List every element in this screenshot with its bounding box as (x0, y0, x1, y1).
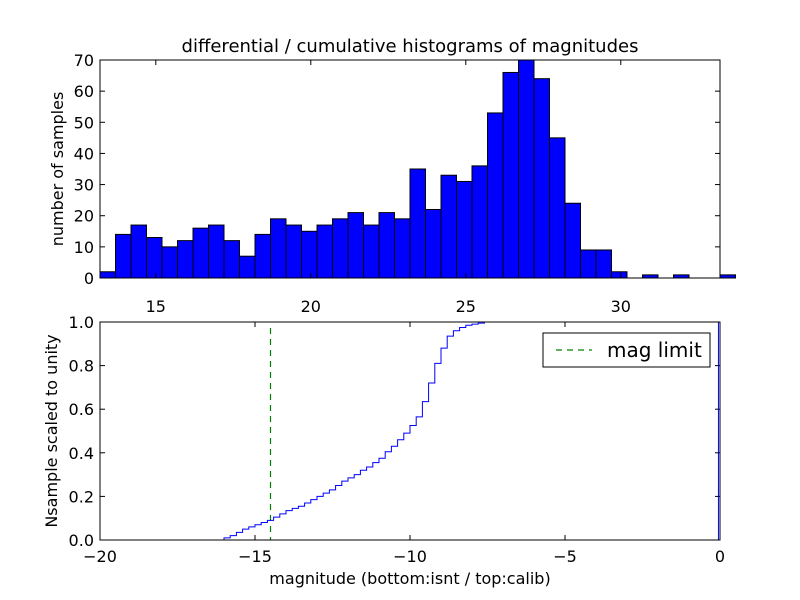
histogram-bar (130, 224, 147, 279)
histogram-bar (409, 168, 426, 279)
x-tick-label: 15 (146, 297, 166, 316)
x-tick-label: 20 (301, 297, 321, 316)
x-tick-label: −5 (553, 547, 577, 566)
histogram-bar (363, 224, 380, 279)
histogram-bar (580, 249, 597, 279)
cumulative-step-line (100, 321, 719, 541)
bottom-y-axis-label: Nsample scaled to unity (42, 334, 61, 527)
legend-label: mag limit (607, 338, 702, 362)
histogram-bar (502, 71, 519, 279)
top-axes-frame (99, 59, 721, 279)
histogram-bar (595, 249, 612, 279)
histogram-bar (719, 274, 736, 279)
y-tick-label: 60 (74, 82, 94, 101)
histogram-bar (611, 271, 628, 279)
y-tick-label: 70 (74, 51, 94, 70)
top-chart-title: differential / cumulative histograms of … (182, 36, 639, 57)
histogram-bar (192, 227, 209, 279)
histogram-bar (208, 224, 225, 279)
histogram-bar (177, 240, 194, 279)
top-x-ticks: 15 20 25 30 (146, 60, 631, 316)
top-y-axis-label: number of samples (48, 92, 67, 247)
histogram-bar (394, 218, 411, 279)
histogram-bar (270, 218, 287, 279)
y-tick-label: 1.0 (69, 313, 94, 332)
histogram-bar (347, 212, 364, 279)
histogram-bar (564, 202, 581, 279)
histogram-bar (332, 218, 349, 279)
x-tick-label: −15 (238, 547, 272, 566)
histogram-bar (518, 59, 535, 279)
y-tick-label: 40 (74, 144, 94, 163)
histogram-bar (316, 224, 333, 279)
y-tick-label: 30 (74, 176, 94, 195)
histogram-bar (378, 212, 395, 279)
y-tick-label: 20 (74, 207, 94, 226)
histogram-bar (99, 271, 116, 279)
x-tick-label: −10 (393, 547, 427, 566)
y-tick-label: 10 (74, 238, 94, 257)
bottom-y-ticks: 0.0 0.2 0.4 0.6 0.8 1.0 (69, 313, 720, 550)
y-tick-label: 0.2 (69, 487, 94, 506)
bottom-axes-frame (99, 321, 721, 541)
y-tick-label: 0.6 (69, 400, 94, 419)
x-tick-label: −20 (83, 547, 117, 566)
x-tick-label: 30 (611, 297, 631, 316)
histogram-bar (285, 224, 302, 279)
histogram-bar (239, 255, 256, 279)
y-tick-label: 0.4 (69, 444, 94, 463)
histogram-bar (549, 137, 566, 279)
y-tick-label: 50 (74, 113, 94, 132)
histogram-bar (161, 246, 178, 279)
histogram-bar (440, 174, 457, 279)
y-tick-label: 0.0 (69, 531, 94, 550)
histogram-bar (456, 180, 473, 279)
x-tick-label: 25 (456, 297, 476, 316)
bottom-cumulative-panel: magnitude (bottom:isnt / top:calib) Nsam… (42, 313, 725, 588)
histogram-bar (254, 233, 271, 279)
top-histogram-panel: differential / cumulative histograms of … (48, 36, 736, 316)
histogram-bar (533, 78, 550, 279)
histogram-bar (115, 233, 132, 279)
y-tick-label: 0.8 (69, 357, 94, 376)
x-tick-label: 0 (715, 547, 725, 566)
legend: mag limit (542, 332, 711, 368)
top-bars-group (99, 59, 736, 279)
histogram-bar (471, 165, 488, 279)
histogram-bar (146, 237, 163, 279)
bottom-x-axis-label: magnitude (bottom:isnt / top:calib) (269, 569, 550, 588)
y-tick-label: 0 (84, 269, 94, 288)
histogram-bar (223, 240, 240, 279)
top-y-ticks: 0 10 20 30 40 50 60 70 (74, 51, 720, 288)
histogram-bar (487, 112, 504, 279)
histogram-bar (301, 230, 318, 279)
histogram-bar (425, 208, 442, 279)
